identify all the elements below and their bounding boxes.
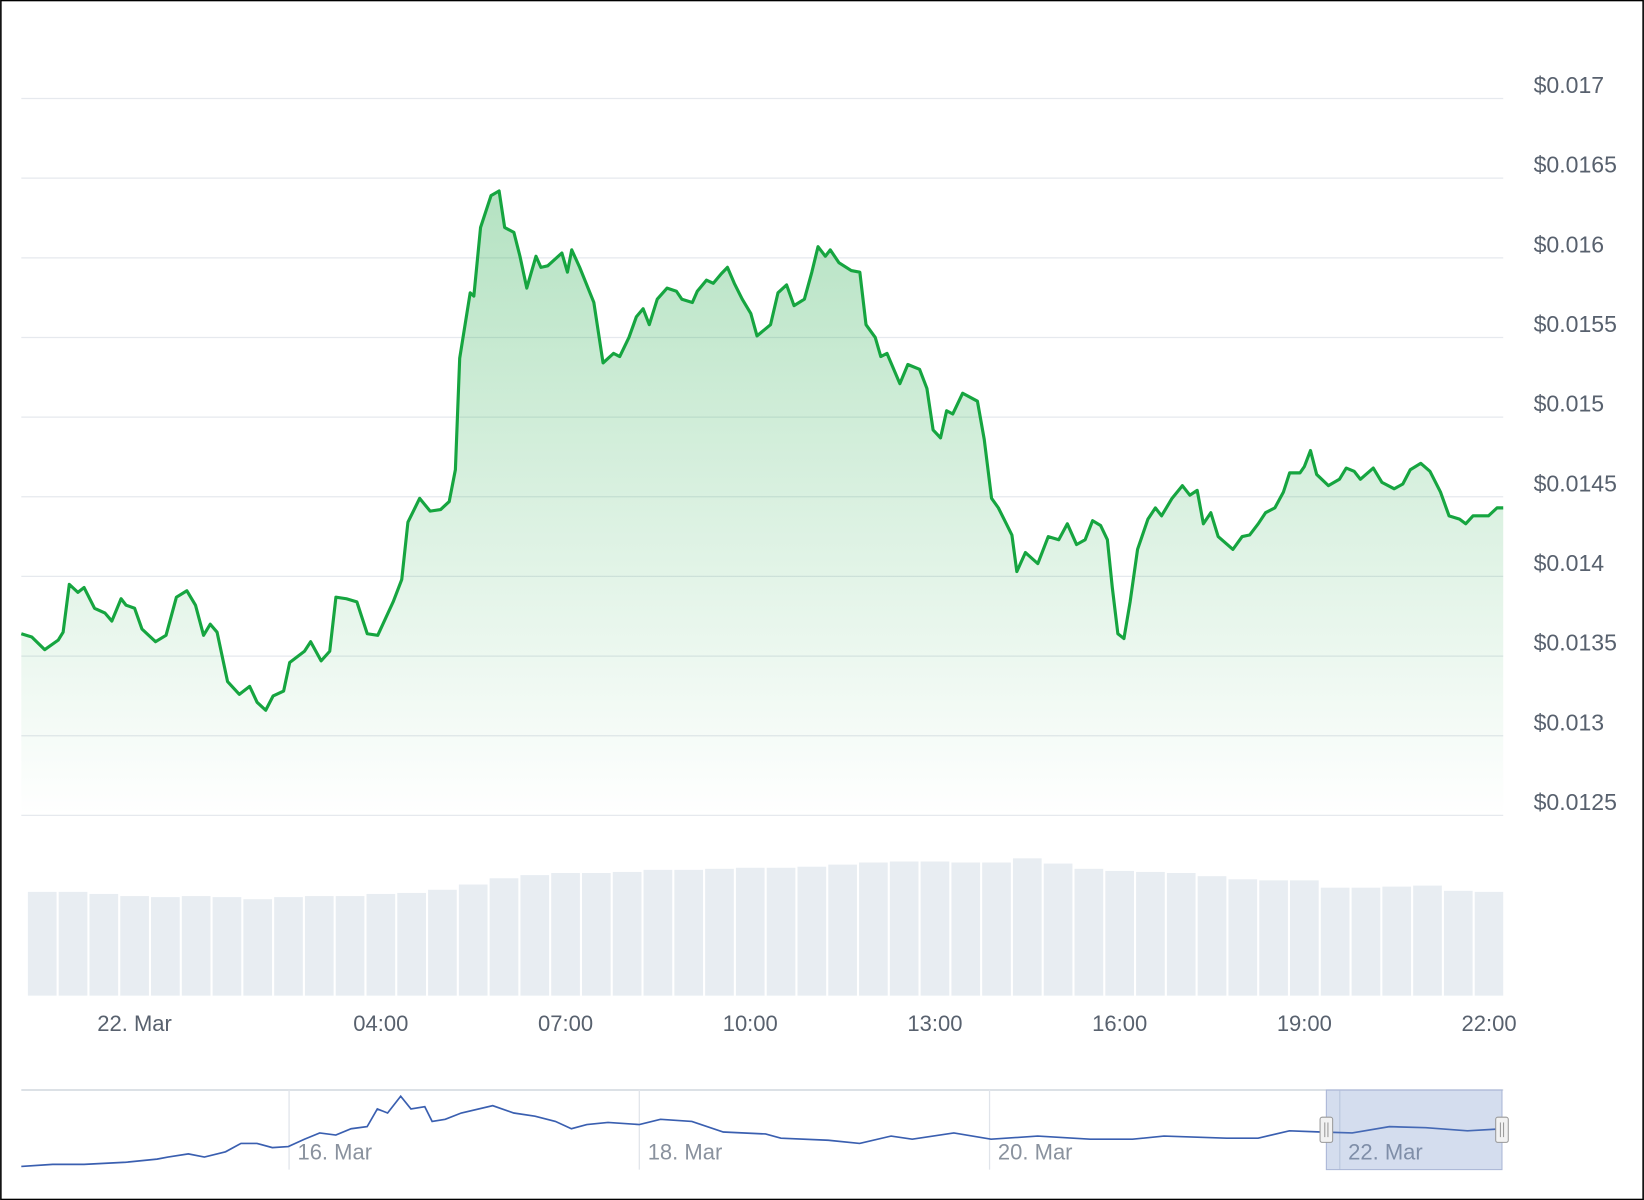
volume-bar xyxy=(612,871,642,996)
y-tick-label: $0.013 xyxy=(1534,709,1605,735)
navigator-tick-label: 16. Mar xyxy=(297,1140,372,1165)
volume-bar xyxy=(1320,887,1350,996)
volume-bar xyxy=(920,861,950,996)
volume-bar xyxy=(1166,873,1196,996)
volume-bar xyxy=(643,869,673,996)
volume-bar xyxy=(1105,870,1135,996)
volume-bar xyxy=(89,893,119,996)
volume-bar xyxy=(27,891,57,996)
y-tick-label: $0.015 xyxy=(1534,391,1605,417)
volume-bar xyxy=(735,867,765,996)
volume-bar xyxy=(1351,887,1381,996)
volume-bar xyxy=(120,896,149,996)
volume-bar xyxy=(1443,890,1473,996)
volume-bar xyxy=(1197,876,1227,996)
volume-bar xyxy=(1136,871,1165,996)
volume-bar xyxy=(212,897,242,996)
area-fill xyxy=(21,190,1504,816)
volume-bar xyxy=(489,878,519,996)
y-tick-label: $0.017 xyxy=(1534,72,1605,98)
volume-bar xyxy=(1074,868,1104,996)
y-tick-label: $0.0155 xyxy=(1534,311,1617,337)
volume-bar xyxy=(1043,863,1073,996)
navigator-selection[interactable] xyxy=(1325,1089,1503,1171)
navigator-tick-label: 18. Mar xyxy=(648,1140,723,1165)
volume-bar xyxy=(243,899,273,996)
volume-bar xyxy=(1413,885,1442,996)
y-tick-label: $0.0145 xyxy=(1534,470,1617,496)
navigator-handle[interactable] xyxy=(1319,1116,1334,1143)
x-tick-label: 22. Mar xyxy=(97,1011,172,1036)
x-tick-label: 13:00 xyxy=(907,1011,962,1036)
navigator-handle[interactable] xyxy=(1495,1116,1509,1143)
volume-bar xyxy=(551,873,580,996)
x-tick-label: 22:00 xyxy=(1462,1011,1517,1036)
volume-bar xyxy=(1259,880,1288,996)
x-tick-label: 16:00 xyxy=(1092,1011,1147,1036)
volume-bar xyxy=(181,896,211,996)
volume-bar xyxy=(859,862,888,996)
volume-bar xyxy=(951,862,981,996)
volume-bar xyxy=(1382,886,1412,996)
navigator-line xyxy=(21,1094,1504,1168)
navigator-tick-label: 20. Mar xyxy=(998,1140,1073,1165)
volume-bar xyxy=(1474,891,1504,996)
y-tick-label: $0.0135 xyxy=(1534,630,1617,656)
volume-bar xyxy=(366,893,396,996)
volume-bar xyxy=(151,897,180,996)
y-tick-label: $0.0125 xyxy=(1534,789,1617,815)
volume-bar xyxy=(58,891,88,996)
volume-bar xyxy=(304,896,334,996)
price-line xyxy=(20,189,1504,712)
volume-bar xyxy=(889,861,919,996)
volume-bar xyxy=(766,867,796,996)
volume-bar xyxy=(982,862,1011,996)
volume-bar xyxy=(1290,880,1319,996)
volume-bar xyxy=(274,897,303,996)
x-tick-label: 07:00 xyxy=(538,1011,593,1036)
volume-bar xyxy=(581,873,611,996)
x-tick-label: 04:00 xyxy=(353,1011,408,1036)
volume-bar xyxy=(335,896,365,996)
navigator-tick-label: 22. Mar xyxy=(1348,1140,1423,1165)
volume-bar xyxy=(674,869,704,996)
volume-bar xyxy=(397,892,426,996)
y-tick-label: $0.0165 xyxy=(1534,152,1617,178)
volume-bar xyxy=(520,875,550,996)
x-tick-label: 19:00 xyxy=(1277,1011,1332,1036)
volume-bar xyxy=(1012,858,1042,996)
volume-bar xyxy=(1228,879,1258,996)
y-tick-label: $0.014 xyxy=(1534,550,1605,576)
volume-bar xyxy=(458,884,488,996)
volume-bar xyxy=(428,889,457,996)
volume-bar xyxy=(828,864,857,996)
volume-bar xyxy=(705,868,734,996)
x-tick-label: 10:00 xyxy=(723,1011,778,1036)
volume-bar xyxy=(797,866,827,996)
y-tick-label: $0.016 xyxy=(1534,231,1605,257)
